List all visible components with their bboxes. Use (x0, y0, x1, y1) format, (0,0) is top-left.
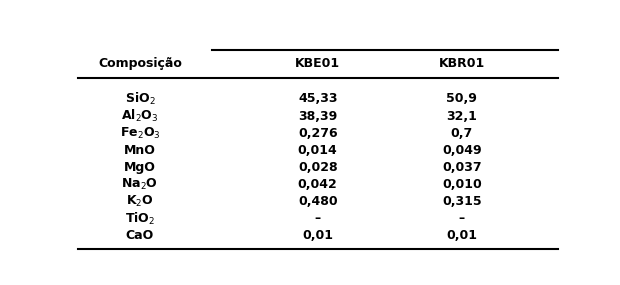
Text: 0,315: 0,315 (442, 195, 482, 208)
Text: KBR01: KBR01 (439, 57, 485, 70)
Text: K$_2$O: K$_2$O (126, 194, 154, 209)
Text: 0,7: 0,7 (451, 127, 473, 140)
Text: MgO: MgO (124, 161, 156, 174)
Text: CaO: CaO (126, 229, 154, 242)
Text: 0,028: 0,028 (298, 161, 337, 174)
Text: 0,014: 0,014 (298, 144, 338, 157)
Text: Composição: Composição (98, 57, 182, 70)
Text: 0,01: 0,01 (303, 229, 334, 242)
Text: Na$_2$O: Na$_2$O (122, 177, 159, 192)
Text: 0,042: 0,042 (298, 178, 338, 191)
Text: 0,276: 0,276 (298, 127, 337, 140)
Text: –: – (315, 212, 321, 225)
Text: 50,9: 50,9 (446, 92, 477, 105)
Text: TiO$_2$: TiO$_2$ (125, 211, 155, 227)
Text: Al$_2$O$_3$: Al$_2$O$_3$ (121, 108, 159, 124)
Text: 0,010: 0,010 (442, 178, 482, 191)
Text: Fe$_2$O$_3$: Fe$_2$O$_3$ (120, 126, 161, 141)
Text: KBE01: KBE01 (295, 57, 340, 70)
Text: 0,480: 0,480 (298, 195, 337, 208)
Text: 38,39: 38,39 (298, 109, 337, 123)
Text: 32,1: 32,1 (446, 109, 477, 123)
Text: 0,049: 0,049 (442, 144, 482, 157)
Text: 45,33: 45,33 (298, 92, 337, 105)
Text: SiO$_2$: SiO$_2$ (125, 91, 155, 107)
Text: MnO: MnO (124, 144, 156, 157)
Text: 0,01: 0,01 (446, 229, 477, 242)
Text: 0,037: 0,037 (442, 161, 482, 174)
Text: –: – (459, 212, 465, 225)
